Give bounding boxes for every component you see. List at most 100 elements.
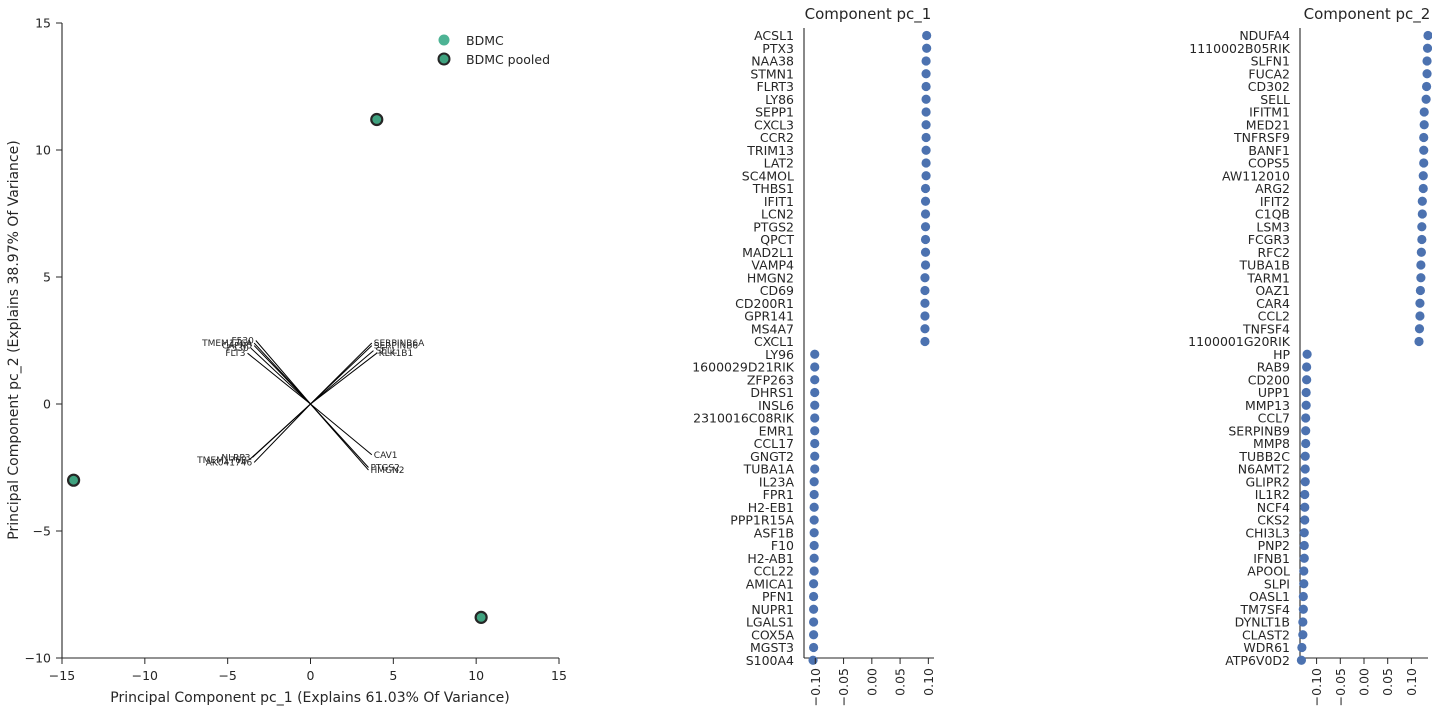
loading-label: CAV1 bbox=[374, 451, 398, 461]
comp1-point bbox=[809, 489, 819, 500]
comp2-point bbox=[1302, 362, 1312, 372]
comp1-point bbox=[920, 298, 930, 308]
legend-marker-bdmc bbox=[438, 34, 450, 46]
pca-y-tick-label: 5 bbox=[43, 270, 51, 285]
comp2-point bbox=[1421, 81, 1432, 92]
comp1-point bbox=[809, 502, 819, 512]
comp2-point bbox=[1299, 579, 1309, 589]
comp2-point bbox=[1422, 56, 1432, 66]
comp1-gene-label: VAMP4 bbox=[751, 258, 794, 273]
loading-label: HMGN2 bbox=[370, 466, 404, 476]
comp2-gene-label: NDUFA4 bbox=[1239, 28, 1290, 43]
comp2-point bbox=[1419, 132, 1429, 143]
comp1-gene-label: 2310016C08RIK bbox=[693, 411, 795, 426]
comp2-gene-label: WDR61 bbox=[1243, 640, 1290, 655]
comp1-gene-label: CCL17 bbox=[754, 436, 794, 451]
sample-point bbox=[370, 112, 384, 127]
comp2-gene-label: FUCA2 bbox=[1248, 66, 1290, 81]
comp1-point bbox=[920, 183, 931, 194]
comp2-point bbox=[1297, 642, 1307, 653]
comp1-point bbox=[809, 553, 819, 563]
comp2-gene-label: SLFN1 bbox=[1251, 54, 1290, 69]
comp2-point bbox=[1300, 502, 1310, 512]
comp2-gene-label: APOOL bbox=[1247, 564, 1290, 579]
comp2-point bbox=[1300, 451, 1310, 461]
comp2-gene-label: ARG2 bbox=[1255, 181, 1290, 196]
comp1-gene-label: LGALS1 bbox=[746, 615, 794, 630]
comp1-gene-label: NAA38 bbox=[751, 54, 794, 69]
comp1-gene-label: NUPR1 bbox=[751, 602, 794, 617]
comp1-point bbox=[920, 273, 930, 283]
comp2-point bbox=[1300, 489, 1310, 500]
comp1-gene-label: H2-EB1 bbox=[748, 500, 794, 515]
comp1-x-tick-label: 0.10 bbox=[921, 668, 936, 696]
comp1-gene-label: IL23A bbox=[759, 474, 795, 489]
comp2-point bbox=[1418, 171, 1428, 181]
comp1-gene-label: HMGN2 bbox=[747, 270, 794, 285]
legend-label-bdmc-pooled: BDMC pooled bbox=[466, 52, 550, 67]
comp1-point bbox=[808, 655, 818, 665]
component-pc1-plot: Component pc_1 ACSL1PTX3NAA38STMN1FLRT3L… bbox=[692, 5, 936, 706]
comp1-gene-label: DHRS1 bbox=[750, 385, 794, 400]
comp2-point bbox=[1299, 566, 1309, 576]
comp2-point bbox=[1298, 617, 1308, 627]
comp2-gene-label: N6AMT2 bbox=[1238, 462, 1290, 477]
comp2-point bbox=[1300, 477, 1310, 487]
comp1-x-ticks: −0.10 −0.05 0.00 0.05 0.10 bbox=[808, 658, 936, 706]
comp2-point bbox=[1417, 209, 1427, 219]
comp1-gene-label: EMR1 bbox=[759, 423, 794, 438]
comp2-gene-label: AW112010 bbox=[1222, 168, 1290, 183]
comp1-gene-label: MS4A7 bbox=[751, 321, 794, 336]
comp1-point bbox=[810, 387, 820, 398]
comp2-gene-label: SELL bbox=[1260, 92, 1290, 107]
comp1-gene-label: LY96 bbox=[765, 347, 794, 362]
comp1-point bbox=[810, 375, 820, 385]
comp2-point bbox=[1298, 591, 1308, 602]
comp1-point bbox=[809, 477, 819, 487]
comp1-x-tick-label: 0.00 bbox=[864, 668, 879, 696]
comp2-point bbox=[1415, 298, 1425, 308]
comp2-point bbox=[1419, 158, 1429, 168]
comp2-gene-label: CCL7 bbox=[1258, 411, 1290, 426]
loading-label: F530 bbox=[231, 337, 254, 347]
comp2-point bbox=[1422, 69, 1432, 79]
comp1-point bbox=[810, 464, 820, 474]
comp1-point bbox=[920, 324, 930, 334]
comp2-gene-label: CD200 bbox=[1248, 372, 1290, 387]
comp1-point bbox=[810, 349, 820, 359]
comp1-gene-label: ACSL1 bbox=[754, 28, 794, 43]
comp1-gene-label: 1600029D21RIK bbox=[692, 360, 795, 375]
comp2-gene-label: TM7SF4 bbox=[1240, 602, 1290, 617]
loading-label: FLT3 bbox=[225, 349, 245, 359]
comp2-point bbox=[1302, 375, 1312, 385]
pca-x-axis-label: Principal Component pc_1 (Explains 61.03… bbox=[110, 690, 509, 706]
comp1-gene-label: TRIM13 bbox=[746, 143, 794, 158]
comp1-gene-label: LCN2 bbox=[761, 207, 794, 222]
comp1-point bbox=[810, 438, 820, 449]
comp1-gene-label: MAD2L1 bbox=[742, 245, 794, 260]
comp2-point bbox=[1419, 120, 1429, 130]
comp2-gene-label: CAR4 bbox=[1256, 296, 1290, 311]
comp2-point bbox=[1417, 222, 1427, 232]
comp1-gene-label: PFN1 bbox=[762, 589, 794, 604]
comp2-gene-label: RAB9 bbox=[1257, 360, 1290, 375]
legend-label-bdmc: BDMC bbox=[466, 33, 504, 48]
comp1-point bbox=[809, 630, 819, 640]
comp2-point bbox=[1301, 426, 1311, 436]
comp1-point bbox=[920, 209, 931, 219]
comp1-gene-label: LAT2 bbox=[764, 156, 794, 171]
comp2-point bbox=[1300, 515, 1310, 525]
comp2-gene-label: BANF1 bbox=[1248, 143, 1290, 158]
comp2-gene-labels: NDUFA41110002B05RIKSLFN1FUCA2CD302SELLIF… bbox=[1188, 28, 1291, 668]
comp2-gene-label: IFITM1 bbox=[1249, 105, 1290, 120]
comp2-gene-label: CKS2 bbox=[1257, 513, 1290, 528]
comp2-gene-label: CCL2 bbox=[1258, 309, 1290, 324]
loading-vector bbox=[310, 350, 374, 405]
loading-label: PTGS2 bbox=[370, 464, 399, 474]
comp1-gene-label: AMICA1 bbox=[746, 576, 794, 591]
pca-x-tick-label: −15 bbox=[49, 668, 75, 683]
comp2-gene-label: LSM3 bbox=[1256, 219, 1290, 234]
comp2-gene-label: FCGR3 bbox=[1248, 232, 1290, 247]
comp2-point bbox=[1300, 464, 1310, 474]
